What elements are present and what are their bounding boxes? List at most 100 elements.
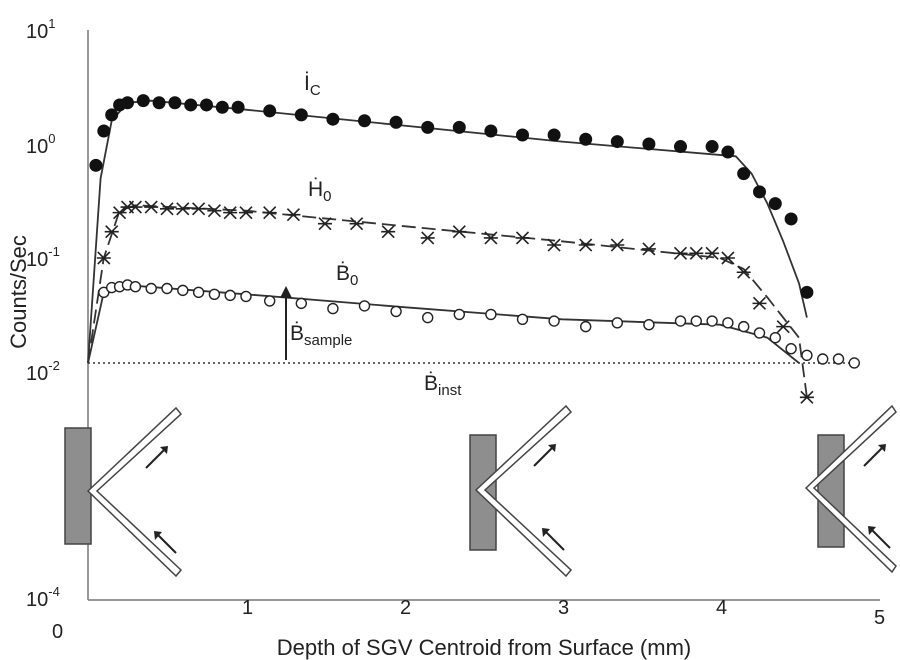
data-point	[264, 295, 276, 307]
data-point	[381, 225, 396, 239]
data-point	[129, 281, 142, 293]
data-point	[191, 202, 206, 216]
data-point	[453, 308, 465, 321]
x-tick-label: 1	[242, 597, 253, 619]
data-point	[752, 296, 767, 310]
data-point	[705, 246, 720, 260]
y-tick-label: 101	[26, 16, 55, 43]
data-point	[295, 297, 307, 310]
data-point	[121, 96, 134, 110]
data-markers	[89, 94, 860, 404]
data-point	[641, 242, 656, 256]
data-point	[200, 98, 213, 112]
data-point	[484, 124, 498, 138]
data-point	[769, 331, 781, 344]
data-point	[689, 246, 704, 260]
data-point	[318, 217, 332, 231]
data-point	[390, 305, 402, 318]
data-point	[738, 320, 750, 333]
data-point	[578, 238, 593, 252]
fit-line	[87, 204, 808, 398]
data-point	[161, 282, 173, 295]
data-point	[128, 200, 143, 214]
data-point	[223, 206, 238, 220]
data-point	[215, 100, 229, 114]
data-point	[722, 317, 734, 329]
b-sample-arrow	[280, 286, 292, 360]
data-point	[104, 225, 119, 239]
data-point	[642, 137, 656, 151]
data-point	[516, 128, 529, 142]
data-point	[207, 204, 222, 218]
data-point	[674, 140, 687, 154]
y-tick-label: 10-2	[26, 358, 60, 385]
data-point	[224, 289, 236, 302]
data-point	[262, 206, 277, 220]
data-point	[89, 158, 103, 172]
data-point	[516, 313, 529, 325]
data-point	[144, 200, 159, 214]
x-tick-label: 5	[874, 607, 885, 629]
data-point	[784, 212, 798, 226]
data-point	[579, 132, 593, 146]
data-point	[547, 238, 562, 252]
annotation-b0: Ḃ0	[336, 262, 358, 289]
data-point	[785, 343, 797, 355]
data-point	[832, 353, 845, 365]
data-point	[611, 317, 623, 329]
data-point	[737, 167, 751, 181]
data-point	[349, 217, 364, 231]
data-point	[848, 357, 860, 369]
annotation-ic: İC	[304, 72, 321, 99]
data-point	[389, 115, 403, 129]
data-point	[515, 231, 530, 245]
data-point	[160, 202, 174, 216]
data-point	[721, 145, 735, 159]
data-point	[327, 302, 339, 315]
y-tick-label: 10-1	[26, 244, 60, 271]
data-point	[705, 140, 719, 154]
data-point	[485, 308, 497, 321]
data-point	[263, 104, 277, 118]
data-point	[420, 231, 435, 245]
data-point	[799, 390, 814, 404]
geometry-illustration-right	[804, 404, 897, 574]
data-point	[294, 108, 308, 122]
data-point	[736, 265, 751, 279]
data-point	[817, 353, 829, 365]
data-point	[674, 315, 687, 327]
y-tick-label: 100	[26, 131, 55, 158]
data-point	[105, 108, 119, 122]
annotation-bsample: Ḃsample	[290, 322, 352, 349]
geometry-illustration-middle	[469, 404, 573, 578]
data-point	[96, 251, 111, 265]
data-point	[753, 185, 766, 199]
data-point	[610, 135, 624, 149]
data-point	[580, 320, 592, 333]
data-point	[358, 114, 371, 128]
data-point	[547, 128, 561, 142]
data-point	[673, 246, 688, 260]
data-point	[452, 120, 466, 134]
data-point	[145, 282, 157, 295]
x-tick-labels: 0 1 2 3 4 5	[52, 597, 885, 643]
data-point	[801, 349, 813, 362]
x-tick-label: 2	[400, 597, 411, 619]
data-point	[421, 120, 435, 134]
data-point	[706, 315, 718, 327]
data-point	[800, 285, 814, 299]
data-point	[548, 315, 560, 327]
data-point	[231, 100, 245, 114]
data-point	[97, 124, 111, 138]
x-tick-label: 0	[52, 621, 63, 643]
data-point	[177, 284, 189, 297]
data-point	[168, 96, 182, 110]
y-axis-label: Counts/Sec	[6, 235, 31, 349]
data-point	[112, 206, 127, 220]
data-point	[192, 286, 205, 299]
data-point	[152, 96, 166, 110]
fit-lines	[87, 99, 855, 398]
geometry-illustration-left	[64, 406, 183, 578]
x-axis-label: Depth of SGV Centroid from Surface (mm)	[277, 635, 691, 660]
